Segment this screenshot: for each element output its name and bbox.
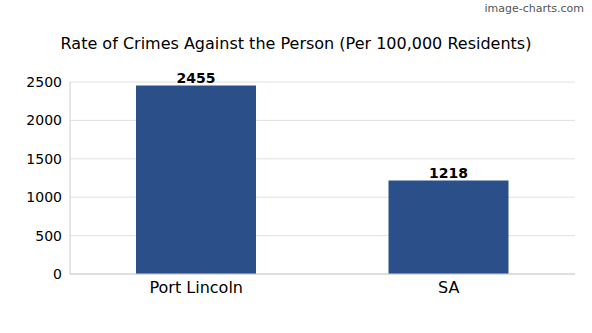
svg-text:Port Lincoln: Port Lincoln (150, 278, 243, 297)
svg-text:1218: 1218 (429, 165, 468, 181)
svg-text:2455: 2455 (177, 70, 216, 86)
html-text:Rate of Crimes Against the Per: Rate of Crimes Against the Person (Per 1… (60, 34, 532, 53)
html-text:image-charts.com: image-charts.com (484, 2, 584, 15)
svg-text:2500: 2500 (26, 74, 62, 90)
svg-text:1500: 1500 (26, 151, 62, 167)
svg-text:SA: SA (438, 278, 459, 297)
svg-text:500: 500 (35, 228, 62, 244)
svg-text:2000: 2000 (26, 112, 62, 128)
svg-text:1000: 1000 (26, 189, 62, 205)
svg-text:0: 0 (53, 266, 62, 282)
